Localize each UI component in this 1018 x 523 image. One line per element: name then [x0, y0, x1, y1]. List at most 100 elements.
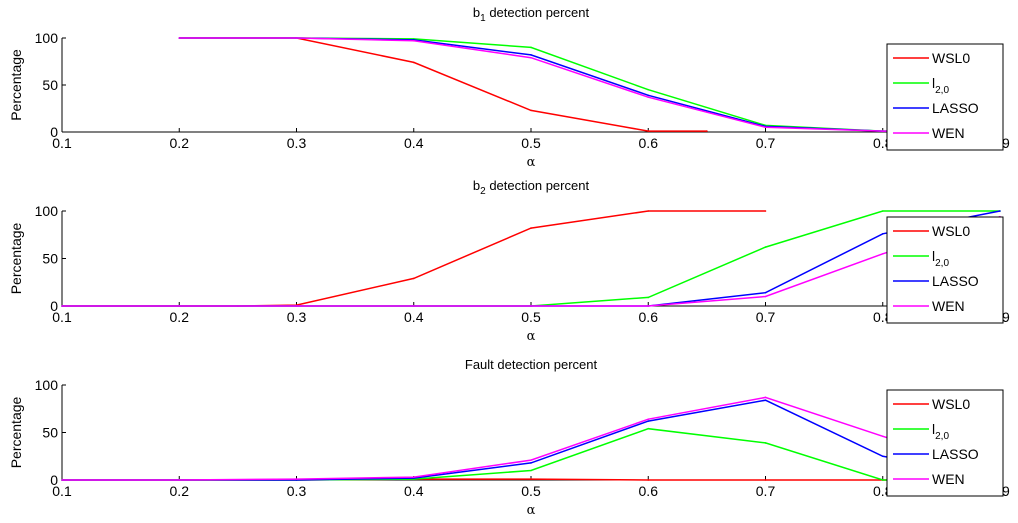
data-point [61, 479, 63, 481]
x-tick-label: 0.4 [404, 309, 424, 325]
x-axis-label: α [527, 329, 536, 344]
data-point [647, 418, 650, 421]
series-line-LASSO [179, 37, 1001, 133]
x-tick-label: 0.2 [170, 135, 190, 151]
data-point [764, 246, 767, 248]
data-point [530, 462, 532, 464]
y-tick-label: 50 [42, 425, 58, 441]
legend-label: WSL0 [932, 50, 970, 66]
legend-label: LASSO [932, 100, 979, 116]
data-point [999, 210, 1001, 212]
x-tick-label: 0.4 [404, 483, 424, 499]
data-point [647, 296, 650, 299]
data-point [881, 479, 884, 481]
legend-label: WEN [932, 125, 965, 141]
data-point [647, 479, 650, 481]
x-tick-label: 0.3 [287, 135, 307, 151]
data-point [647, 94, 650, 97]
data-point [530, 56, 532, 59]
data-point [764, 291, 767, 294]
y-tick-label: 0 [50, 124, 58, 140]
x-axis-label: α [527, 155, 536, 170]
x-tick-label: 0.6 [639, 135, 659, 151]
x-tick-label: 0.1 [52, 309, 72, 325]
series-line-l2,0 [62, 427, 1000, 481]
data-point [647, 130, 650, 132]
legend: WSL0 l2,0 LASSO WEN [886, 216, 1004, 324]
x-tick-label: 0.2 [170, 309, 190, 325]
x-tick-label: 0.7 [756, 135, 776, 151]
data-point [530, 478, 532, 480]
data-point [764, 479, 767, 481]
series-line-WEN [62, 215, 1001, 307]
data-point [412, 305, 415, 307]
x-tick-label: 0.7 [756, 309, 776, 325]
legend-label: LASSO [932, 273, 979, 289]
subplot-1: 0.10.20.30.40.50.60.70.80.9050100b1 dete… [8, 5, 1010, 170]
data-point [647, 305, 650, 307]
data-point [764, 396, 767, 399]
data-point [764, 210, 767, 212]
y-tick-label: 50 [42, 77, 58, 93]
data-point [530, 46, 532, 49]
data-point [412, 61, 415, 64]
data-point [764, 295, 767, 298]
data-point [881, 130, 884, 132]
legend-label: LASSO [932, 446, 979, 462]
data-point [412, 476, 415, 478]
data-point [530, 469, 532, 472]
series-line-WEN [179, 37, 1001, 133]
data-point [881, 252, 884, 255]
y-tick-label: 100 [35, 203, 59, 219]
data-point [764, 442, 767, 444]
subplot-2: 0.10.20.30.40.50.60.70.80.9050100b2 dete… [8, 178, 1010, 344]
data-point [764, 126, 767, 129]
y-axis-label: Percentage [8, 49, 24, 121]
legend-label: l2,0 [932, 248, 949, 269]
data-point [881, 233, 884, 235]
data-point [295, 478, 298, 480]
data-point [706, 130, 708, 132]
chart-title: b1 detection percent [473, 5, 590, 24]
x-tick-label: 0.1 [52, 135, 72, 151]
series-line-WEN [62, 396, 1001, 481]
data-point [295, 37, 298, 39]
data-point [530, 459, 532, 461]
data-point [647, 420, 650, 422]
data-point [530, 54, 532, 56]
x-axis-label: α [527, 503, 536, 518]
data-point [530, 227, 532, 229]
data-point [530, 305, 532, 307]
legend-label: WEN [932, 298, 965, 314]
chart-title: b2 detection percent [473, 178, 590, 197]
data-point [412, 277, 415, 280]
data-point [647, 427, 650, 430]
series-line-WSL0 [179, 37, 707, 132]
legend: WSL0 l2,0 LASSO WEN [886, 389, 1004, 497]
series-line-l2,0 [62, 210, 1000, 307]
data-point [412, 40, 415, 42]
x-tick-label: 0.4 [404, 135, 424, 151]
x-tick-label: 0.1 [52, 483, 72, 499]
data-point [178, 305, 181, 307]
data-point [881, 455, 884, 458]
legend-label: l2,0 [932, 75, 949, 96]
legend-label: WEN [932, 471, 965, 487]
legend: WSL0 l2,0 LASSO WEN [886, 43, 1004, 151]
data-point [178, 37, 181, 39]
x-tick-label: 0.2 [170, 483, 190, 499]
data-point [61, 305, 63, 307]
x-tick-label: 0.3 [287, 309, 307, 325]
data-point [295, 305, 298, 307]
data-point [647, 88, 650, 91]
subplot-3: 0.10.20.30.40.50.60.70.80.9050100Fault d… [8, 357, 1010, 518]
y-tick-label: 0 [50, 472, 58, 488]
legend-label: l2,0 [932, 421, 949, 442]
data-point [881, 210, 884, 212]
series-line-l2,0 [179, 37, 1001, 133]
data-point [764, 399, 767, 402]
y-tick-label: 100 [35, 30, 59, 46]
data-point [530, 109, 532, 112]
x-tick-label: 0.5 [521, 483, 541, 499]
